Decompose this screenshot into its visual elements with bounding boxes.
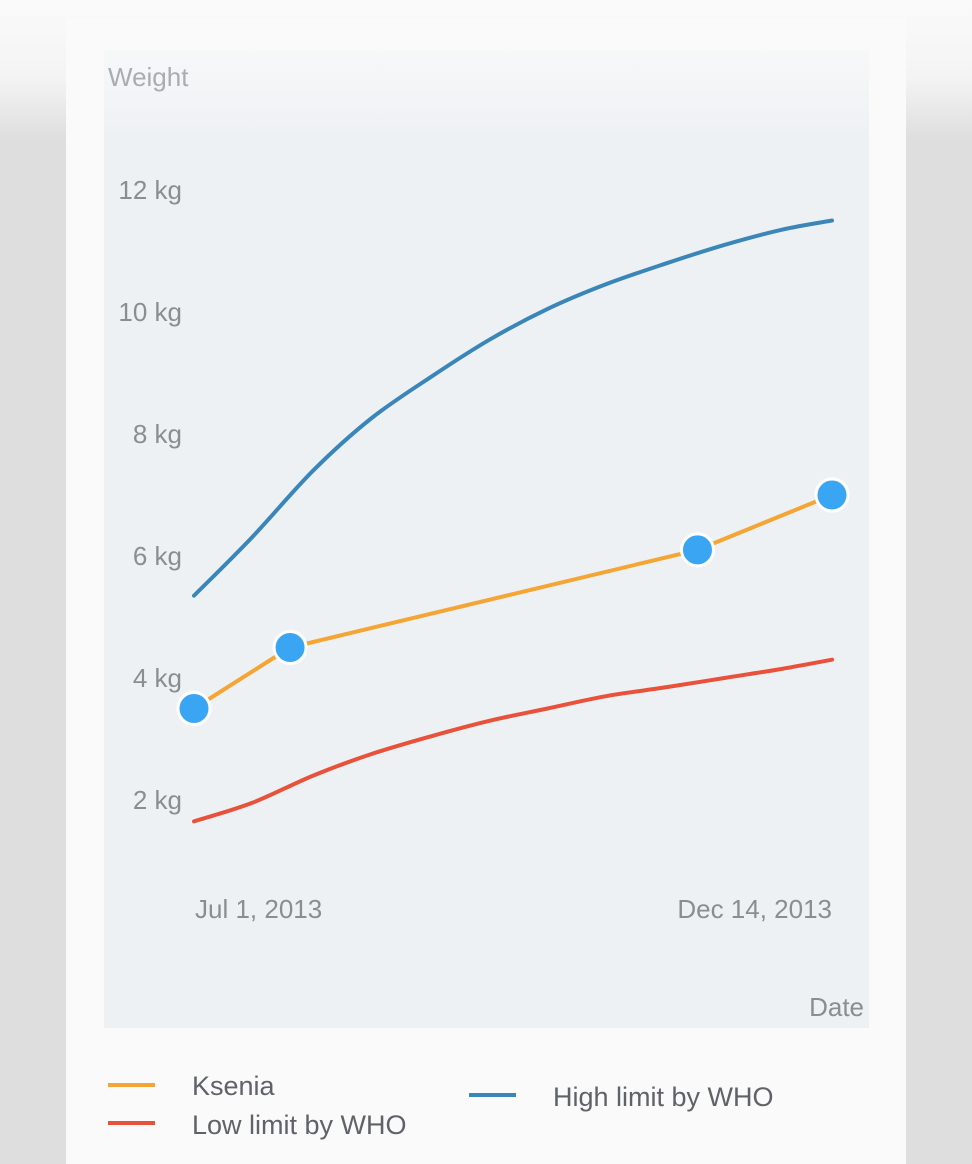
legend-label: High limit by WHO [553, 1082, 774, 1112]
x-tick-label: Jul 1, 2013 [195, 894, 322, 924]
y-axis-ticks: 2 kg 4 kg 6 kg 8 kg 10 kg 12 kg [118, 175, 182, 815]
x-axis-label: Date [809, 992, 864, 1022]
y-axis-label: Weight [108, 62, 189, 92]
x-axis-ticks: Jul 1, 2013 Dec 14, 2013 [195, 894, 832, 924]
series-markers [176, 477, 850, 726]
plot-top-fade [104, 50, 869, 140]
legend-label: Ksenia [192, 1071, 276, 1101]
legend-label: Low limit by WHO [192, 1110, 407, 1140]
data-point[interactable] [814, 477, 850, 513]
y-tick-label: 2 kg [133, 785, 182, 815]
y-tick-label: 12 kg [118, 175, 182, 205]
y-tick-label: 4 kg [133, 663, 182, 693]
plot-area [104, 50, 869, 1028]
series-lines [192, 218, 834, 824]
data-point[interactable] [272, 630, 308, 665]
series-line-2 [192, 218, 834, 598]
legend: Ksenia Low limit by WHO High limit by WHO [108, 1071, 774, 1140]
x-tick-label: Dec 14, 2013 [677, 894, 832, 924]
y-tick-label: 8 kg [133, 419, 182, 449]
series-line-1 [192, 657, 834, 824]
y-tick-label: 10 kg [118, 297, 182, 327]
data-point[interactable] [176, 691, 212, 726]
y-tick-label: 6 kg [133, 541, 182, 571]
data-point[interactable] [679, 532, 715, 568]
series-line-0 [192, 493, 834, 711]
